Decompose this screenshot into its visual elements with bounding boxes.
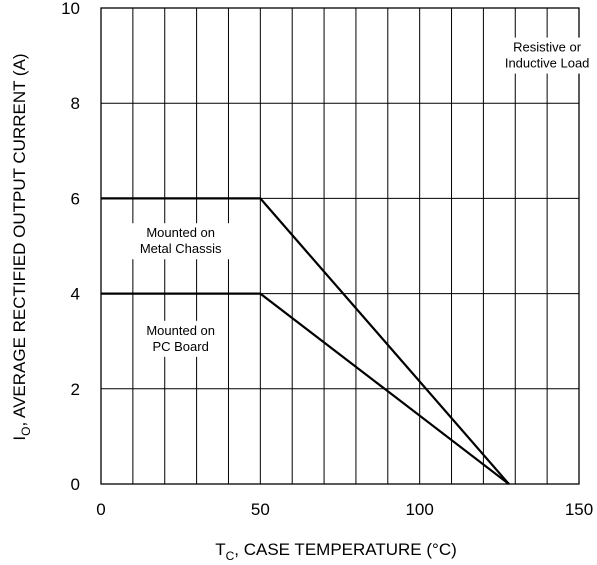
x-tick-label: 50: [251, 500, 270, 519]
annotation-text: PC Board: [152, 339, 208, 354]
x-axis-label: TC, CASE TEMPERATURE (°C): [215, 540, 457, 563]
y-tick-label: 8: [71, 94, 80, 113]
y-tick-label: 2: [71, 380, 80, 399]
y-tick-label: 6: [71, 189, 80, 208]
x-tick-label: 150: [565, 500, 593, 519]
x-tick-label: 0: [96, 500, 105, 519]
annotation-text: Mounted on: [146, 323, 215, 338]
tick-labels: 0 50 100 150 0 2 4 6 8 10: [61, 0, 593, 519]
y-axis-label: IO, AVERAGE RECTIFIED OUTPUT CURRENT (A): [10, 53, 33, 440]
y-tick-label: 4: [71, 285, 80, 304]
y-tick-label: 10: [61, 0, 80, 18]
annotation-text: Metal Chassis: [140, 241, 222, 256]
annotation-text: Inductive Load: [505, 56, 590, 71]
x-tick-label: 100: [405, 500, 433, 519]
y-tick-label: 0: [71, 475, 80, 494]
annotation-text: Mounted on: [146, 225, 215, 240]
annotation-text: Resistive or: [513, 40, 582, 55]
